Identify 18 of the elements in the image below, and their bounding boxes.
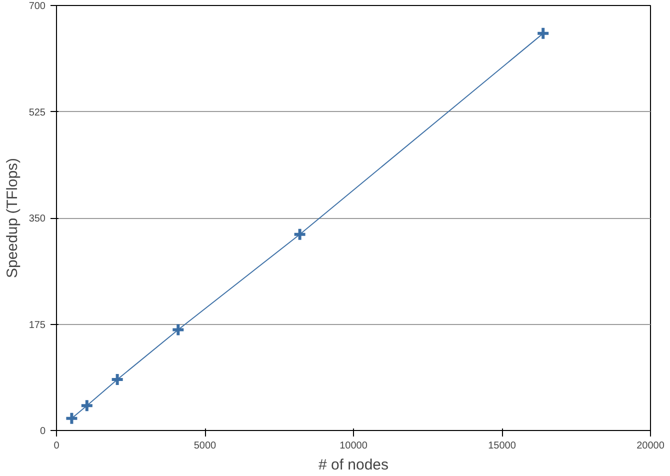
- x-tick-label: 20000: [636, 440, 665, 452]
- x-tick-label: 0: [54, 440, 60, 452]
- y-tick-label: 350: [28, 214, 46, 224]
- point: [171, 322, 186, 337]
- point: [110, 372, 124, 386]
- x-tick-label: 15000: [488, 440, 516, 452]
- y-axis-title: Speedup (TFlops): [4, 158, 21, 278]
- point: [80, 398, 94, 413]
- y-tick-label: 175: [28, 320, 46, 331]
- y-tick-label: 525: [28, 107, 46, 118]
- y-tick-label: 0: [40, 426, 46, 437]
- x-tick-label: 10000: [340, 440, 368, 452]
- point: [292, 227, 307, 242]
- point: [64, 411, 79, 426]
- point: [536, 26, 550, 40]
- x-axis-title: # of nodes: [318, 456, 389, 474]
- x-tick-label: 5000: [194, 440, 217, 452]
- y-tick-label: 700: [28, 1, 46, 12]
